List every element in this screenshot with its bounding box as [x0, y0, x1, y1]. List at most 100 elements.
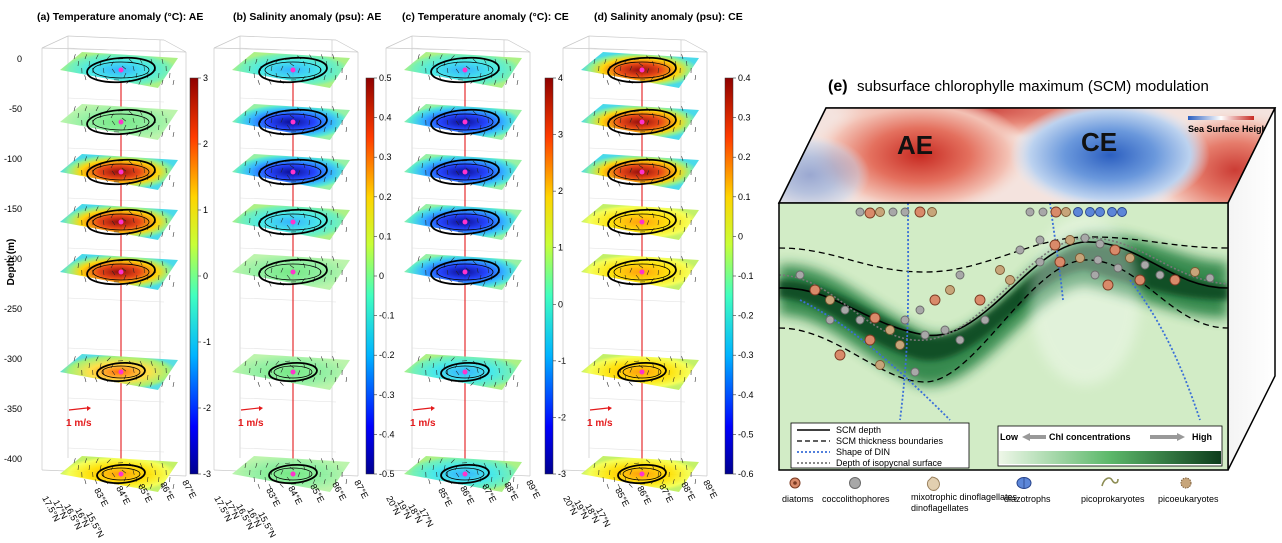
colorbar-tick: -0.5	[738, 429, 754, 439]
plankton-cell	[1005, 275, 1015, 285]
colorbar: 4 3 2 1 0 -1 -2 -3	[544, 73, 566, 479]
lon-tick: 88°E	[502, 480, 520, 502]
depth-axis: 0 -50 -100 -150 -200 -250 -300 -350 -400 Depth (m…	[4, 54, 22, 464]
colorbar-tick: 0.5	[379, 73, 392, 83]
ae-label: AE	[897, 130, 933, 160]
plankton-cell	[795, 270, 805, 280]
plankton-cell	[900, 315, 910, 325]
plankton-cell	[915, 305, 925, 315]
colorbar-tick: -2	[558, 412, 566, 422]
panel-b: (b) Salinity anomaly (psu): AE1 m/s0.50.…	[212, 11, 394, 539]
panel-a: (a) Temperature anomaly (°C): AE 1 m/s 3 2 1…	[37, 11, 211, 539]
diazotroph-icon	[1016, 477, 1032, 489]
depth-layer	[232, 204, 350, 240]
depth-tick: -250	[4, 304, 22, 314]
depth-tick: -150	[4, 204, 22, 214]
plankton-cell	[995, 265, 1005, 275]
depth-layer	[60, 52, 178, 88]
colorbar-tick: -0.4	[379, 429, 395, 439]
depth-layer	[60, 456, 178, 492]
depth-layer	[581, 154, 699, 190]
colorbar-tick: 4	[558, 73, 563, 83]
depth-layer	[581, 104, 699, 140]
reference-vector-label: 1 m/s	[587, 418, 613, 429]
depth-layer	[404, 354, 522, 390]
axes-box	[41, 35, 187, 477]
legend-din: Shape of DIN	[836, 447, 890, 457]
organism-picoeukaryotes: picoeukaryotes	[1158, 494, 1219, 504]
plankton-cell	[1109, 244, 1121, 256]
plankton-cell	[910, 367, 920, 377]
depth-layer	[404, 154, 522, 190]
plankton-cell	[1073, 207, 1083, 217]
scm-schematic: (e) subsurface chlorophylle maximum (SCM…	[777, 78, 1277, 513]
panel-d: (d) Salinity anomaly (psu): CE1 m/s0.40.…	[561, 11, 753, 529]
depth-layer	[404, 254, 522, 290]
colorbar-tick: 1	[558, 243, 563, 253]
panel-title: (a) Temperature anomaly (°C): AE	[37, 11, 203, 23]
colorbar-tick: 2	[203, 139, 208, 149]
water-column	[778, 202, 1229, 471]
colorbar-tick: 0.4	[379, 113, 392, 123]
chl-colorbar	[999, 451, 1221, 464]
eddy-panels: (a) Temperature anomaly (°C): AE 1 m/s 3 2 1…	[4, 11, 754, 539]
reference-vector-label: 1 m/s	[410, 418, 436, 429]
plankton-cell	[1085, 207, 1095, 217]
line-legend: SCM depth SCM thickness boundaries Shape…	[790, 422, 970, 469]
plankton-cell	[1090, 270, 1100, 280]
plankton-cell	[809, 284, 821, 296]
colorbar: 0.5 0.4 0.3 0.2 0.1 0 -0.1 -0.2 -0.3 -0.4 -0.5	[365, 73, 395, 479]
colorbar-tick: 0.4	[738, 73, 751, 83]
plankton-cell	[940, 325, 950, 335]
plankton-cell	[875, 207, 885, 217]
chl-mid-label: Chl concentrations	[1049, 432, 1131, 442]
colorbar-tick: 1	[203, 205, 208, 215]
colorbar-tick: 0	[203, 271, 208, 281]
colorbar-tick: -0.6	[738, 469, 754, 479]
colorbar-tick: 0.2	[379, 192, 392, 202]
colorbar-tick: 0.3	[379, 152, 392, 162]
picoeukaryote-icon	[1180, 477, 1192, 489]
legend-isopycnal: Depth of isopycnal surface	[836, 458, 942, 468]
chl-legend: Low Chl concentrations High	[997, 425, 1223, 467]
plankton-cell	[1065, 235, 1075, 245]
depth-tick: 0	[17, 54, 22, 64]
depth-layer	[232, 154, 350, 190]
plankton-cell	[1093, 255, 1103, 265]
lon-tick: 86°E	[158, 480, 176, 502]
reference-vector: 1 m/s	[410, 406, 436, 429]
panel-c: (c) Temperature anomaly (°C): CE 1 m/s 4 3 2…	[384, 11, 569, 529]
depth-layer	[404, 456, 522, 492]
depth-layer	[404, 104, 522, 140]
depth-tick: -200	[4, 254, 22, 264]
plankton-cell	[875, 360, 885, 370]
reference-vector: 1 m/s	[66, 406, 92, 429]
plankton-cell	[974, 294, 986, 306]
plankton-cell	[1102, 279, 1114, 291]
organism-mixotrophic: mixotrophic dinoflagellates	[911, 492, 1018, 502]
colorbar-tick: 0	[379, 271, 384, 281]
depth-layer	[581, 354, 699, 390]
panel-title: (d) Salinity anomaly (psu): CE	[594, 11, 743, 23]
depth-layer	[404, 52, 522, 88]
depth-tick: -100	[4, 154, 22, 164]
colorbar-tick: -2	[203, 403, 211, 413]
plankton-cell	[1125, 253, 1135, 263]
organism-diatoms: diatoms	[782, 494, 814, 504]
plankton-cell	[980, 315, 990, 325]
depth-layer	[232, 104, 350, 140]
plankton-cell	[1095, 239, 1105, 249]
depth-layer	[581, 456, 699, 492]
panel-title: (c) Temperature anomaly (°C): CE	[402, 11, 569, 23]
depth-layer	[581, 254, 699, 290]
colorbar-tick: 2	[558, 186, 563, 196]
plankton-cell	[855, 207, 865, 217]
plankton-cell	[1035, 235, 1045, 245]
lon-tick: 89°E	[524, 478, 542, 500]
organism-diazotrophs: diazotrophs	[1004, 494, 1051, 504]
depth-layer	[581, 204, 699, 240]
organism-legend: diatoms coccolithophores mixotrophic din…	[782, 476, 1219, 513]
plankton-cell	[1049, 239, 1061, 251]
plankton-cell	[1107, 207, 1117, 217]
depth-tick: -300	[4, 354, 22, 364]
